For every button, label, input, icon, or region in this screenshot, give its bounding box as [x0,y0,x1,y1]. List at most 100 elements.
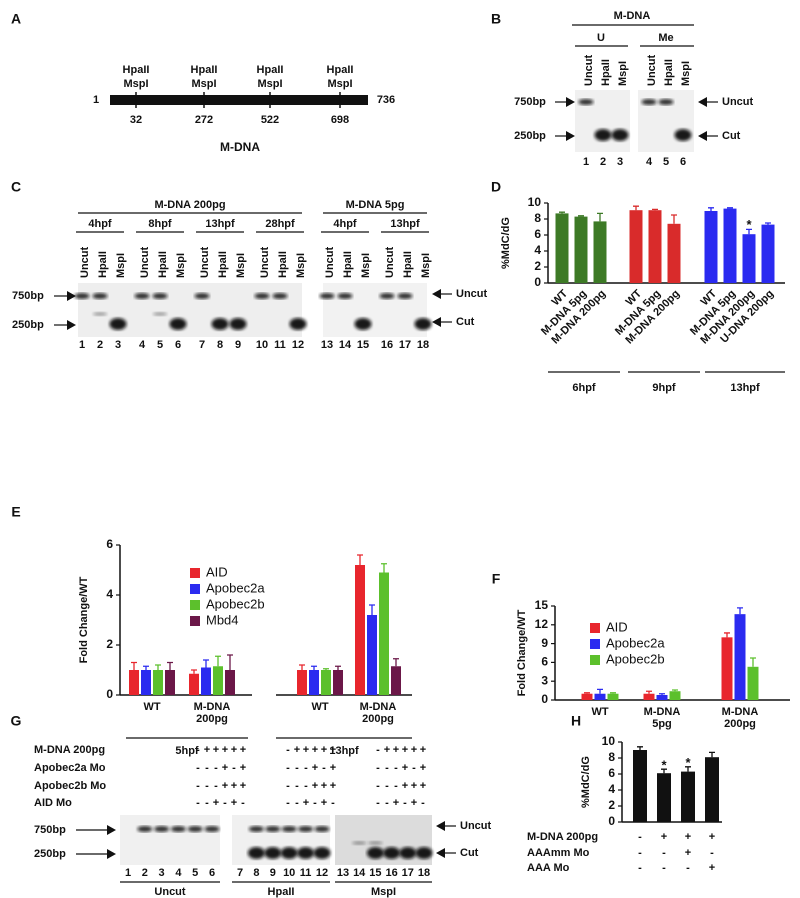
bar [555,213,569,283]
legend-label: Apobec2b [606,651,665,666]
condition-name: M-DNA 200pg [34,744,105,756]
bar [574,216,588,283]
lane-number: 2 [600,156,606,168]
lane-label: Uncut [139,247,151,279]
group-name: 13hpf [329,745,359,757]
condition-sign: - [686,862,690,874]
legend-label: Mbd4 [206,612,239,627]
legend-label: Apobec2b [206,596,265,611]
dna-bar [110,95,368,105]
y-tick-label: 4 [106,587,113,601]
y-tick-label: 10 [602,734,616,748]
condition-sign: - [214,762,218,774]
error-bar [381,563,387,573]
gel-band [298,826,314,832]
error-bar [652,208,658,211]
condition-sign: - [403,797,407,809]
condition-sign: + [303,797,309,809]
band-label: Uncut [456,288,488,300]
legend-swatch [190,584,200,594]
condition-sign: + [303,744,309,756]
sequence-end: 736 [377,94,395,106]
error-bar [578,215,584,217]
bar [581,693,593,700]
lane-number: 4 [175,867,182,879]
condition-sign: + [231,797,237,809]
lane-number: 1 [79,339,85,351]
gel-band [265,826,281,832]
error-bar [215,655,221,667]
lane-label: HpaII [663,59,675,86]
gel [335,815,432,865]
significance-star: * [661,758,667,773]
lane-number: 1 [125,867,131,879]
gel-band [414,318,432,330]
lane-number: 6 [209,867,215,879]
condition-sign: - [662,862,666,874]
condition-sign: + [393,744,399,756]
error-bar [709,751,715,758]
construct-name: M-DNA [220,140,260,154]
condition-sign: - [304,780,308,792]
legend-swatch [590,639,600,649]
condition-sign: + [709,862,715,874]
condition-sign: - [322,762,326,774]
error-bar [727,207,733,209]
lane-label: Uncut [259,247,271,279]
gel-name: MspI [371,886,396,898]
condition-sign: + [402,780,408,792]
band-label: Uncut [460,820,492,832]
y-tick-label: 2 [534,259,541,273]
gel-band [674,129,692,141]
error-bar [311,665,317,670]
lane-label: HpaII [402,251,414,278]
condition-sign: + [411,744,417,756]
enzyme-name: MspI [327,78,352,90]
arrow-head [67,291,76,301]
gel-band [397,293,413,299]
gel-name: Uncut [154,886,186,898]
lane-number: 11 [300,867,312,879]
condition-sign: + [330,780,336,792]
bar [593,221,607,283]
error-bar [597,688,603,694]
bar [704,211,718,283]
lane-number: 12 [292,339,304,351]
error-bar [167,661,173,670]
lane-number: 3 [159,867,165,879]
site-position: 32 [130,114,142,126]
condition-sign: + [213,797,219,809]
lane-number: 9 [270,867,276,879]
enzyme-name: MspI [257,78,282,90]
site-position: 698 [331,114,349,126]
gel-band [354,318,372,330]
lane-label: Uncut [583,55,595,87]
lane-number: 15 [357,339,369,351]
lane-label: MspI [115,253,127,278]
error-bar [335,665,341,670]
condition-name: Apobec2a Mo [34,762,106,774]
condition-sign: + [240,780,246,792]
band-label: Cut [722,130,741,142]
error-bar [584,692,590,694]
condition-sign: - [376,762,380,774]
bar [734,614,746,700]
error-bar [633,205,639,211]
condition-sign: - [376,797,380,809]
gel-band [74,293,90,299]
error-bar [708,207,714,211]
arrow-head [698,131,707,141]
bar [607,693,619,700]
stage-label: 13hpf [205,218,235,230]
condition-sign: - [232,762,236,774]
bar [367,615,377,695]
panel-letter: H [571,713,581,729]
bar [656,694,668,700]
bar [669,691,681,700]
x-tick-label: M-DNA 5pg [643,706,681,730]
y-axis-label: Fold Change/WT [78,576,90,663]
condition-sign: - [295,780,299,792]
gel-band [229,318,247,330]
lane-number: 16 [385,867,397,879]
site-position: 522 [261,114,279,126]
